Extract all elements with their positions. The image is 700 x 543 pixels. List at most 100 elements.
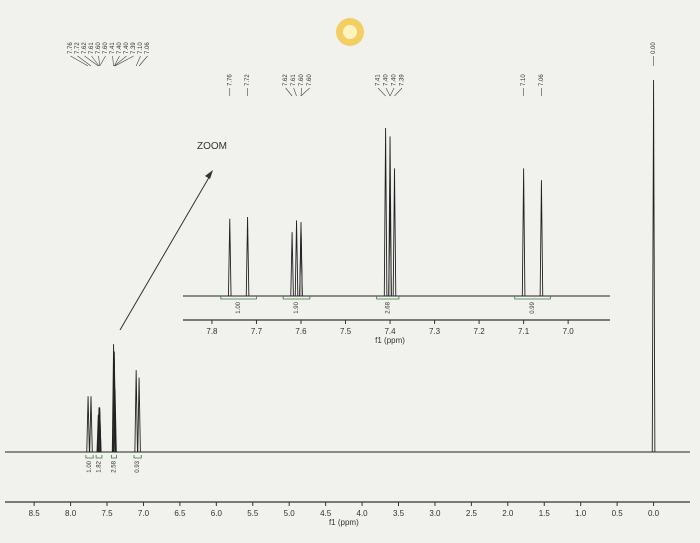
x-tick-label: 6.5	[174, 509, 186, 518]
peak-label-leader	[112, 55, 114, 67]
peak-label-leader	[114, 55, 134, 67]
peak-label-leader	[84, 55, 99, 67]
peak-label: 7.62	[283, 74, 289, 86]
integral-bracket	[514, 296, 551, 300]
peak-label: 7.60	[307, 74, 313, 86]
integral-bracket	[133, 455, 142, 459]
integral-bracket	[376, 296, 400, 300]
zoom-arrowhead	[205, 170, 213, 179]
x-tick-label: 6.0	[211, 509, 223, 518]
peak-label: 7.40	[384, 74, 390, 86]
peak-label: 7.72	[245, 74, 251, 86]
peak-label-leader	[300, 87, 310, 97]
integral-label: 0.99	[530, 301, 536, 313]
peak-label: 7.61	[89, 42, 95, 54]
peak-label-leader	[135, 55, 141, 67]
peak-label-leader	[77, 55, 92, 67]
peak-label: 7.06	[145, 42, 151, 54]
peak	[299, 228, 303, 297]
peak	[245, 217, 250, 297]
peak	[294, 220, 299, 297]
peak-label-leader	[70, 55, 89, 67]
peak-label-leader	[138, 55, 148, 67]
peak-label: 7.39	[400, 74, 406, 86]
peak-label-leader	[91, 55, 100, 67]
x-tick-label: 7.8	[206, 327, 218, 336]
peak-label-leader	[389, 87, 395, 97]
peak	[86, 396, 90, 453]
integral-label: 2.68	[385, 301, 391, 313]
peak-label-leader	[114, 55, 120, 67]
peak	[388, 195, 392, 297]
peak-label: 7.61	[291, 74, 297, 86]
integral-bracket	[282, 296, 311, 300]
peak	[383, 127, 388, 297]
peak	[97, 407, 101, 453]
integral-label: 0.93	[135, 460, 141, 472]
peak-label-leader	[377, 87, 386, 97]
integral-bracket	[95, 455, 103, 459]
peak-label: 7.40	[117, 42, 123, 54]
peak-label: 7.06	[539, 74, 545, 86]
x-tick-label: 7.5	[101, 509, 113, 518]
peak	[89, 396, 93, 453]
x-tick-label: 5.5	[247, 509, 259, 518]
peak-label-leader	[285, 87, 293, 97]
peak-label-leader	[293, 87, 297, 97]
peak-label: 7.60	[96, 42, 102, 54]
peak	[228, 218, 232, 297]
integral-label: 1.90	[294, 301, 300, 313]
integral-bracket	[110, 455, 117, 459]
light-glare-core	[343, 25, 357, 39]
peak	[539, 180, 544, 297]
x-tick-label: 4.5	[320, 509, 332, 518]
x-tick-label: 7.7	[251, 327, 263, 336]
x-tick-label: 7.0	[563, 327, 575, 336]
x-tick-label: 7.3	[429, 327, 441, 336]
peak-label: 7.76	[68, 42, 74, 54]
x-axis-label: f1 (ppm)	[329, 518, 359, 527]
x-tick-label: 1.5	[539, 509, 551, 518]
peak	[651, 79, 656, 453]
x-tick-label: 3.5	[393, 509, 405, 518]
x-tick-label: 7.1	[518, 327, 530, 336]
peak-label-leader	[114, 55, 127, 67]
zoom-arrow	[119, 173, 212, 331]
peak	[290, 232, 294, 297]
x-tick-label: 4.0	[357, 509, 369, 518]
integral-label: 1.82	[97, 460, 103, 472]
x-tick-label: 8.5	[29, 509, 41, 518]
peak-label: 7.72	[75, 42, 81, 54]
integral-bracket	[220, 296, 257, 300]
integral-label: 1.00	[236, 301, 242, 313]
peak-label: 7.40	[392, 74, 398, 86]
x-tick-label: 7.5	[340, 327, 352, 336]
peak-label-leader	[385, 87, 391, 97]
peak-label: 7.10	[521, 74, 527, 86]
peak	[97, 411, 102, 453]
peak-label: 7.39	[131, 42, 137, 54]
peak-label: 7.60	[103, 42, 109, 54]
x-tick-label: 7.6	[295, 327, 307, 336]
peak-label: 0.00	[651, 42, 657, 54]
peak	[113, 388, 117, 453]
peak-label-leader	[300, 87, 302, 97]
x-tick-label: 8.0	[65, 509, 77, 518]
x-tick-label: 0.0	[648, 509, 660, 518]
integral-label: 1.00	[87, 460, 93, 472]
integral-bracket	[85, 455, 94, 459]
peak-label-leader	[394, 87, 403, 97]
peak-label: 7.41	[110, 42, 116, 54]
x-tick-label: 7.0	[138, 509, 150, 518]
x-tick-label: 1.0	[575, 509, 587, 518]
x-tick-label: 2.0	[502, 509, 514, 518]
x-tick-label: 2.5	[466, 509, 478, 518]
peak	[137, 377, 141, 453]
peak-label: 7.60	[299, 74, 305, 86]
x-tick-label: 7.2	[474, 327, 486, 336]
peak	[134, 370, 138, 453]
peak-label: 7.41	[376, 74, 382, 86]
peak-label-leader	[99, 55, 106, 67]
peak-label: 7.62	[82, 42, 88, 54]
